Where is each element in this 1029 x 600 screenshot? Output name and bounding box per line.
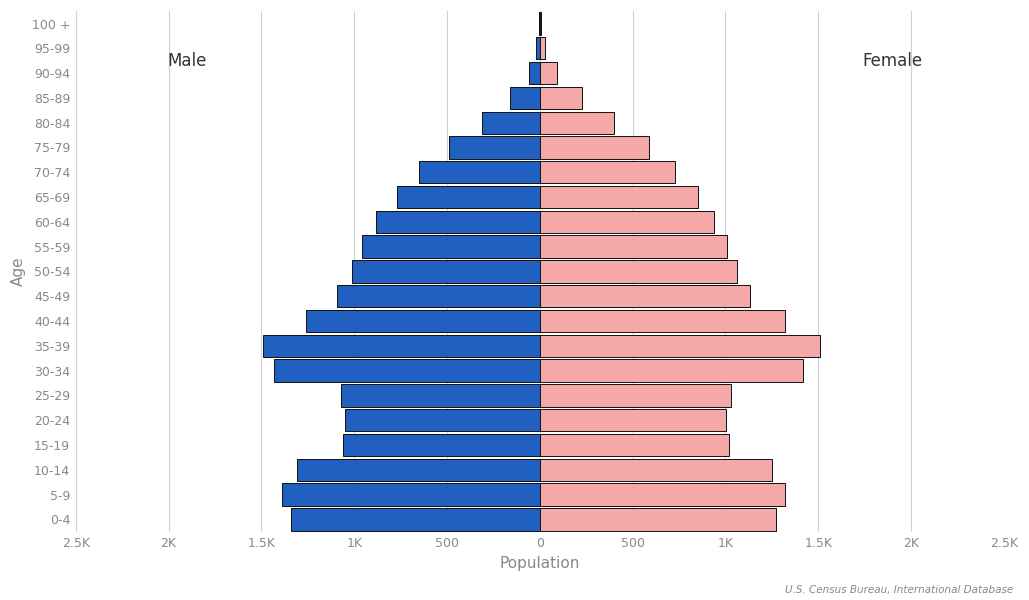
Bar bbox=[540, 384, 731, 407]
Bar bbox=[540, 260, 737, 283]
Bar bbox=[540, 136, 649, 158]
Bar bbox=[361, 235, 540, 258]
Text: Male: Male bbox=[168, 52, 207, 70]
Bar bbox=[540, 409, 726, 431]
Bar bbox=[377, 211, 540, 233]
Bar bbox=[345, 409, 540, 431]
Bar bbox=[296, 458, 540, 481]
Bar bbox=[510, 87, 540, 109]
Bar bbox=[540, 434, 730, 456]
Bar bbox=[529, 62, 540, 84]
Bar bbox=[540, 335, 820, 357]
Bar bbox=[540, 161, 675, 184]
Bar bbox=[449, 136, 540, 158]
Text: Female: Female bbox=[862, 52, 923, 70]
Bar bbox=[352, 260, 540, 283]
Bar bbox=[540, 112, 614, 134]
Bar bbox=[540, 87, 581, 109]
Y-axis label: Age: Age bbox=[11, 257, 26, 286]
Bar bbox=[397, 186, 540, 208]
Bar bbox=[343, 434, 540, 456]
Bar bbox=[540, 359, 804, 382]
Bar bbox=[338, 285, 540, 307]
Bar bbox=[540, 37, 545, 59]
Bar bbox=[291, 508, 540, 530]
Bar bbox=[263, 335, 540, 357]
Bar bbox=[540, 211, 714, 233]
Bar bbox=[275, 359, 540, 382]
Bar bbox=[540, 484, 785, 506]
Bar bbox=[540, 310, 785, 332]
Text: U.S. Census Bureau, International Database: U.S. Census Bureau, International Databa… bbox=[785, 585, 1014, 595]
Bar bbox=[540, 235, 728, 258]
Bar bbox=[540, 186, 698, 208]
Bar bbox=[419, 161, 540, 184]
Bar bbox=[540, 285, 749, 307]
Bar bbox=[540, 508, 776, 530]
Bar bbox=[540, 458, 772, 481]
Bar bbox=[306, 310, 540, 332]
X-axis label: Population: Population bbox=[500, 556, 580, 571]
Bar bbox=[282, 484, 540, 506]
Bar bbox=[342, 384, 540, 407]
Bar bbox=[540, 13, 541, 35]
Bar bbox=[483, 112, 540, 134]
Bar bbox=[540, 62, 558, 84]
Bar bbox=[536, 37, 540, 59]
